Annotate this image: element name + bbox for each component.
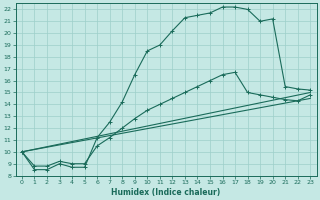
- X-axis label: Humidex (Indice chaleur): Humidex (Indice chaleur): [111, 188, 221, 197]
